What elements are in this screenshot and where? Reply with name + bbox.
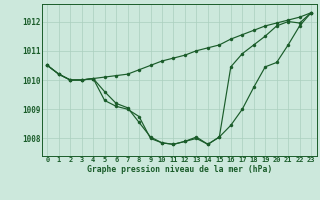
X-axis label: Graphe pression niveau de la mer (hPa): Graphe pression niveau de la mer (hPa) (87, 164, 272, 174)
